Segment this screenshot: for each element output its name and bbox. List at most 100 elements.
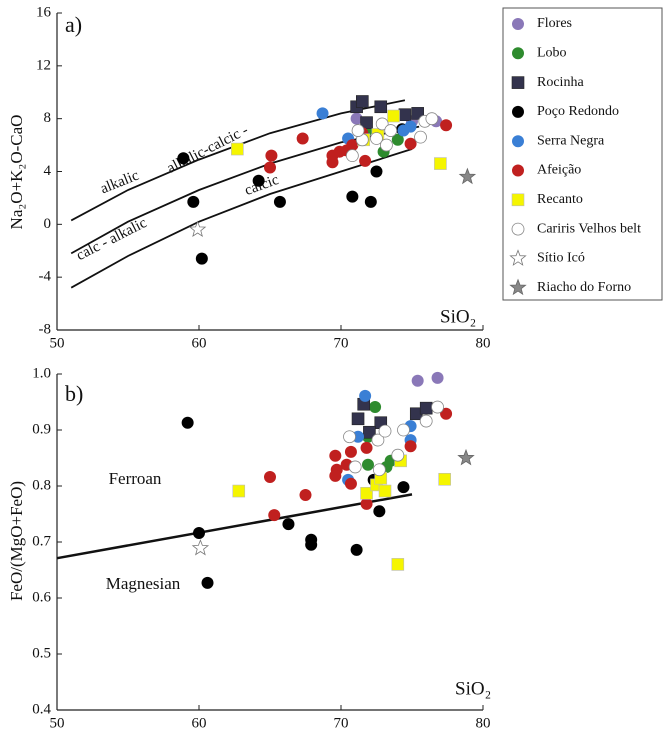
marker bbox=[360, 441, 373, 454]
x-tick-label: 80 bbox=[476, 335, 491, 351]
marker bbox=[344, 445, 357, 458]
marker bbox=[181, 416, 194, 429]
marker bbox=[419, 401, 433, 415]
marker bbox=[512, 135, 524, 148]
marker bbox=[375, 117, 389, 131]
legend-label: Rocinha bbox=[537, 75, 584, 90]
marker bbox=[264, 471, 276, 484]
marker bbox=[384, 124, 398, 137]
x-tick-label: 50 bbox=[50, 715, 65, 731]
marker bbox=[193, 527, 205, 540]
marker bbox=[370, 165, 383, 178]
marker bbox=[359, 154, 372, 167]
marker bbox=[363, 425, 376, 439]
legend-label: Poço Redondo bbox=[537, 104, 619, 119]
marker bbox=[391, 558, 405, 571]
marker bbox=[411, 107, 424, 120]
panel-label: a) bbox=[65, 12, 82, 37]
legend-label: Recanto bbox=[537, 192, 583, 207]
y-tick-label: 0.4 bbox=[32, 701, 51, 717]
marker bbox=[273, 195, 286, 208]
marker bbox=[509, 249, 527, 266]
marker bbox=[188, 220, 207, 238]
y-axis-label: Na₂O+K₂O-CaO bbox=[7, 115, 26, 230]
boundary-line bbox=[70, 148, 413, 289]
marker bbox=[187, 195, 200, 208]
marker bbox=[380, 138, 393, 152]
legend-label: Sítio Icó bbox=[537, 251, 585, 266]
marker bbox=[252, 174, 265, 187]
field-label: calc - alkalic bbox=[74, 215, 150, 264]
marker bbox=[419, 414, 433, 428]
x-tick-label: 70 bbox=[334, 335, 349, 351]
marker bbox=[425, 112, 439, 126]
marker bbox=[264, 161, 276, 174]
legend-label: Afeição bbox=[537, 163, 581, 178]
marker bbox=[296, 132, 309, 145]
field-label: Ferroan bbox=[109, 469, 162, 488]
marker bbox=[511, 193, 525, 207]
y-tick-label: 1.0 bbox=[32, 365, 51, 381]
marker bbox=[372, 463, 386, 477]
legend-label: Lobo bbox=[537, 46, 567, 61]
y-tick-label: -4 bbox=[39, 269, 52, 285]
marker bbox=[411, 374, 424, 387]
marker bbox=[360, 497, 373, 510]
y-tick-label: 8 bbox=[44, 110, 52, 126]
marker bbox=[355, 95, 369, 108]
marker bbox=[378, 424, 392, 438]
y-tick-label: 0.5 bbox=[32, 645, 51, 661]
marker bbox=[359, 389, 372, 402]
marker bbox=[360, 116, 373, 129]
marker bbox=[373, 505, 386, 518]
marker bbox=[346, 139, 359, 152]
marker bbox=[231, 142, 244, 156]
marker bbox=[326, 156, 339, 169]
legend-label: Riacho do Forno bbox=[537, 280, 631, 295]
marker bbox=[265, 149, 278, 162]
y-tick-label: 16 bbox=[36, 4, 52, 20]
marker bbox=[431, 371, 444, 384]
x-tick-label: 60 bbox=[192, 715, 207, 731]
marker bbox=[511, 222, 525, 236]
marker bbox=[268, 509, 281, 522]
marker bbox=[434, 157, 447, 170]
legend-label: Serra Negra bbox=[537, 133, 605, 148]
x-tick-label: 50 bbox=[50, 335, 65, 351]
marker bbox=[512, 47, 524, 60]
legend-label: Flores bbox=[537, 16, 572, 31]
marker bbox=[191, 539, 210, 556]
marker bbox=[201, 576, 214, 589]
marker bbox=[282, 518, 295, 531]
legend-label: Cariris Velhos belt bbox=[537, 221, 641, 236]
marker bbox=[431, 400, 444, 414]
y-tick-label: 0.7 bbox=[32, 533, 51, 549]
y-tick-label: 0.9 bbox=[32, 421, 51, 437]
y-tick-label: -8 bbox=[39, 321, 52, 337]
marker bbox=[512, 105, 524, 118]
y-tick-label: 0.8 bbox=[32, 477, 51, 493]
marker bbox=[374, 100, 388, 114]
field-label: Magnesian bbox=[106, 574, 181, 593]
marker bbox=[397, 481, 410, 494]
marker bbox=[350, 543, 363, 556]
x-axis-label: SiO₂ bbox=[440, 306, 476, 327]
marker bbox=[391, 448, 405, 462]
marker bbox=[509, 278, 527, 296]
marker bbox=[371, 433, 385, 447]
marker bbox=[404, 137, 417, 150]
marker bbox=[360, 486, 373, 500]
marker bbox=[404, 440, 417, 453]
marker bbox=[364, 195, 377, 208]
x-tick-label: 60 bbox=[192, 335, 207, 351]
marker bbox=[345, 149, 359, 163]
marker bbox=[512, 18, 524, 30]
marker bbox=[440, 407, 453, 420]
marker bbox=[329, 469, 342, 482]
marker bbox=[299, 488, 312, 501]
marker bbox=[457, 448, 475, 466]
marker bbox=[391, 133, 404, 146]
marker bbox=[398, 108, 412, 122]
y-tick-label: 0 bbox=[44, 216, 52, 232]
y-tick-label: 0.6 bbox=[32, 589, 51, 605]
